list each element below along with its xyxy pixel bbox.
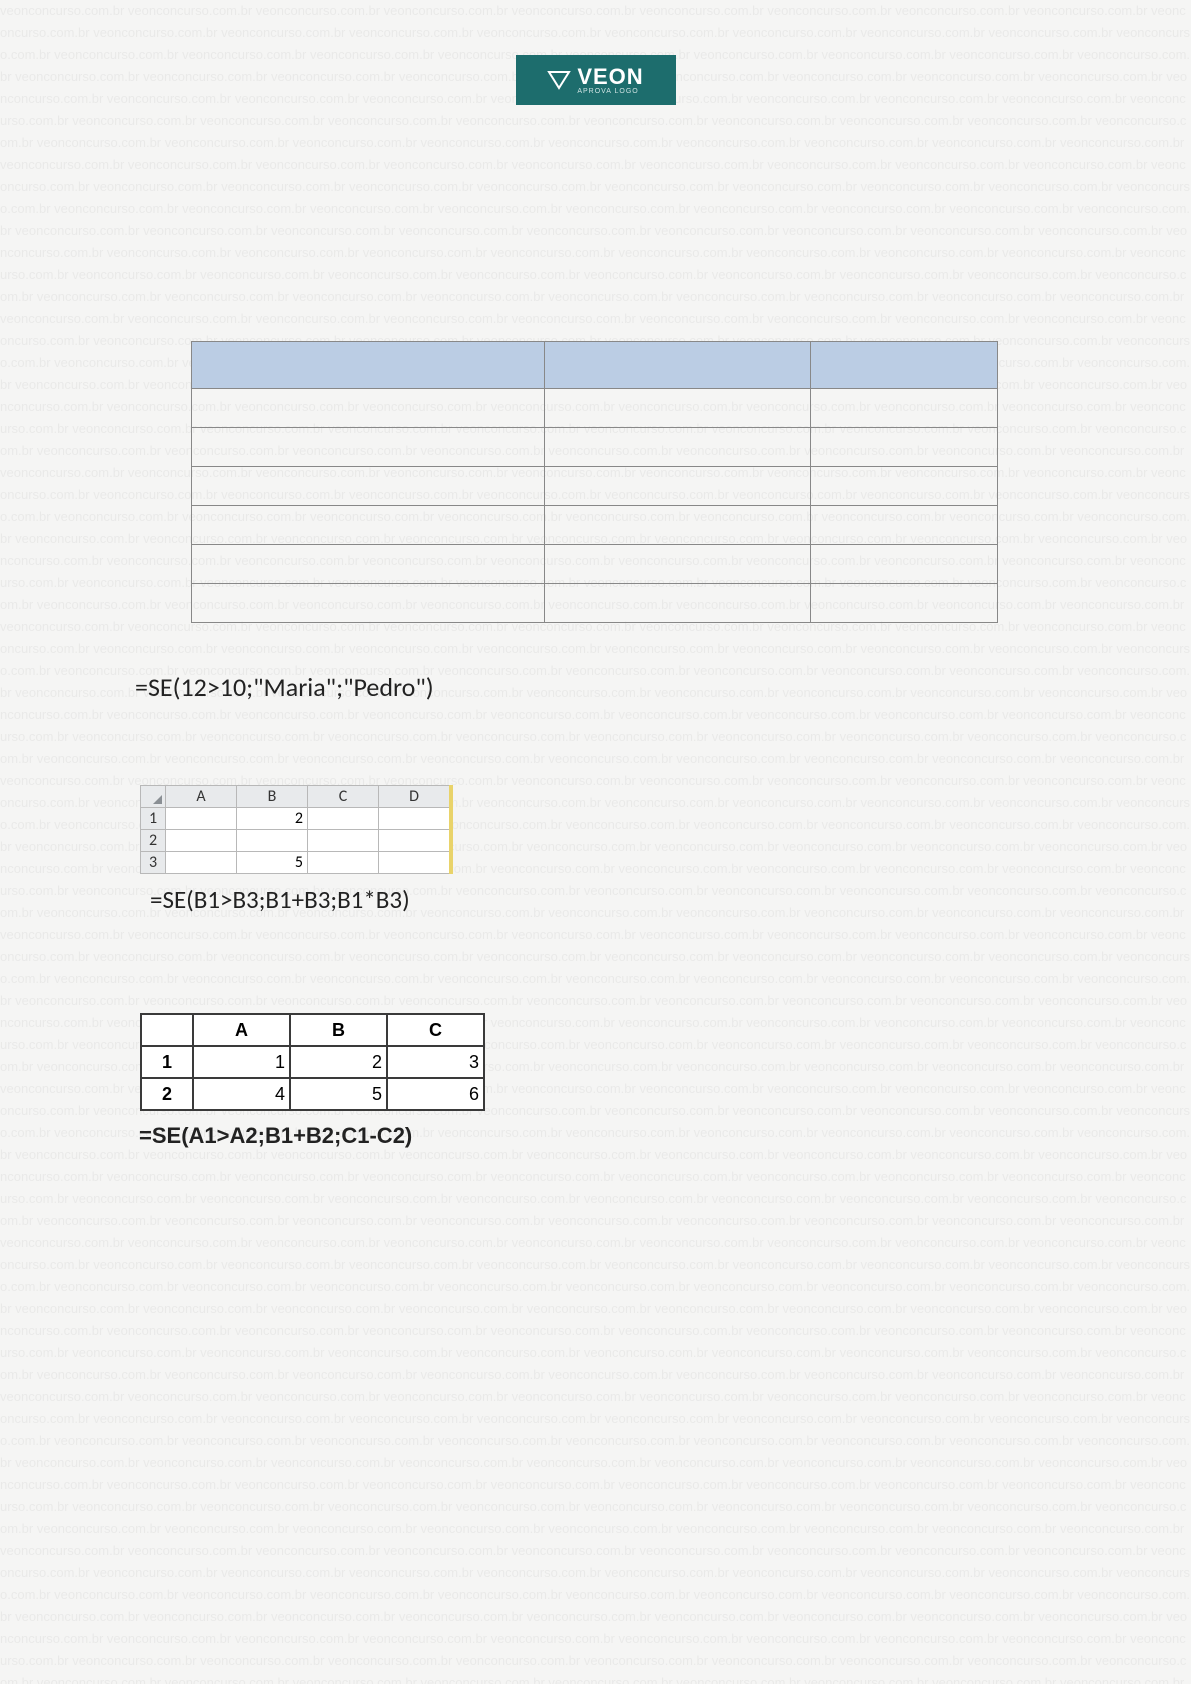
- grid2-row-2: 2: [141, 1078, 193, 1110]
- spreadsheet-grid-2: A B C 1 1 2 3 2 4 5 6: [140, 1013, 485, 1111]
- main-outline-table: [191, 341, 998, 623]
- cell-D3: [379, 852, 452, 874]
- row-header-1: 1: [141, 808, 166, 830]
- big-table-cell: [545, 545, 811, 584]
- big-table-cell: [810, 584, 997, 623]
- big-table-cell: [545, 428, 811, 467]
- big-table-cell: [545, 389, 811, 428]
- big-table-cell: [192, 467, 545, 506]
- cell-C1: [308, 808, 379, 830]
- cell-B1: 2: [237, 808, 308, 830]
- big-table-cell: [810, 467, 997, 506]
- big-table-cell: [192, 428, 545, 467]
- cell-B2: [237, 830, 308, 852]
- grid2-cell-B2: 5: [290, 1078, 387, 1110]
- logo-triangle-icon: [547, 68, 571, 92]
- grid2-cell-A1: 1: [193, 1046, 290, 1078]
- grid2-col-B: B: [290, 1014, 387, 1046]
- big-table-cell: [810, 506, 997, 545]
- grid2-cell-A2: 4: [193, 1078, 290, 1110]
- big-table-cell: [192, 584, 545, 623]
- big-table-cell: [545, 506, 811, 545]
- big-table-cell: [192, 506, 545, 545]
- big-table-cell: [545, 584, 811, 623]
- col-header-D: D: [379, 786, 452, 808]
- grid-corner-cell: [141, 786, 166, 808]
- cell-A1: [166, 808, 237, 830]
- grid2-col-A: A: [193, 1014, 290, 1046]
- big-table-header: [810, 342, 997, 389]
- col-header-C: C: [308, 786, 379, 808]
- formula-se-example-2: =SE(B1>B3;B1+B3;B1*B3): [150, 884, 410, 915]
- logo-tagline-text: APROVA LOGO: [577, 88, 643, 95]
- col-header-A: A: [166, 786, 237, 808]
- spreadsheet-grid-1: A B C D 1 2 2 3 5: [140, 785, 453, 874]
- big-table-cell: [192, 545, 545, 584]
- big-table-cell: [545, 467, 811, 506]
- big-table-header: [192, 342, 545, 389]
- cell-D2: [379, 830, 452, 852]
- big-table-header: [545, 342, 811, 389]
- row-header-3: 3: [141, 852, 166, 874]
- cell-C3: [308, 852, 379, 874]
- cell-B3: 5: [237, 852, 308, 874]
- logo-brand-text: VEON: [577, 66, 643, 88]
- brand-logo: VEON APROVA LOGO: [516, 55, 676, 105]
- cell-A2: [166, 830, 237, 852]
- cell-D1: [379, 808, 452, 830]
- grid2-col-C: C: [387, 1014, 484, 1046]
- big-table-cell: [810, 428, 997, 467]
- grid2-cell-C2: 6: [387, 1078, 484, 1110]
- grid2-row-1: 1: [141, 1046, 193, 1078]
- cell-A3: [166, 852, 237, 874]
- big-table-cell: [192, 389, 545, 428]
- row-header-2: 2: [141, 830, 166, 852]
- grid2-cell-C1: 3: [387, 1046, 484, 1078]
- formula-se-example-1: =SE(12>10;"Maria";"Pedro"): [135, 671, 434, 703]
- big-table-cell: [810, 545, 997, 584]
- formula-se-example-3: =SE(A1>A2;B1+B2;C1-C2): [139, 1123, 412, 1149]
- col-header-B: B: [237, 786, 308, 808]
- grid2-cell-B1: 2: [290, 1046, 387, 1078]
- grid2-corner-cell: [141, 1014, 193, 1046]
- cell-C2: [308, 830, 379, 852]
- big-table-cell: [810, 389, 997, 428]
